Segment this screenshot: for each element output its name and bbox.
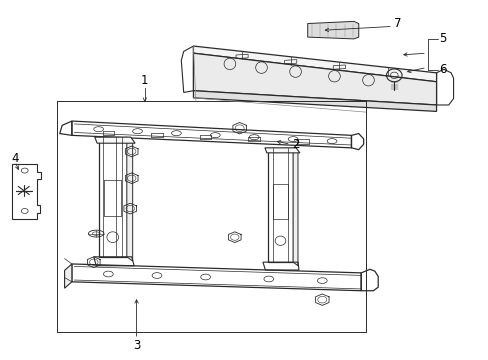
Text: 6: 6 xyxy=(438,63,446,76)
Polygon shape xyxy=(64,264,72,288)
Text: 7: 7 xyxy=(393,17,401,30)
Text: 4: 4 xyxy=(11,152,19,165)
Polygon shape xyxy=(95,137,135,143)
Polygon shape xyxy=(193,53,436,105)
Text: 2: 2 xyxy=(291,139,299,152)
Polygon shape xyxy=(193,46,436,82)
Polygon shape xyxy=(193,91,436,111)
Polygon shape xyxy=(307,21,358,39)
Text: 1: 1 xyxy=(141,74,148,87)
Text: 3: 3 xyxy=(133,338,140,351)
Polygon shape xyxy=(126,137,132,261)
Text: 5: 5 xyxy=(438,32,446,45)
Polygon shape xyxy=(292,148,297,266)
Polygon shape xyxy=(264,148,299,153)
